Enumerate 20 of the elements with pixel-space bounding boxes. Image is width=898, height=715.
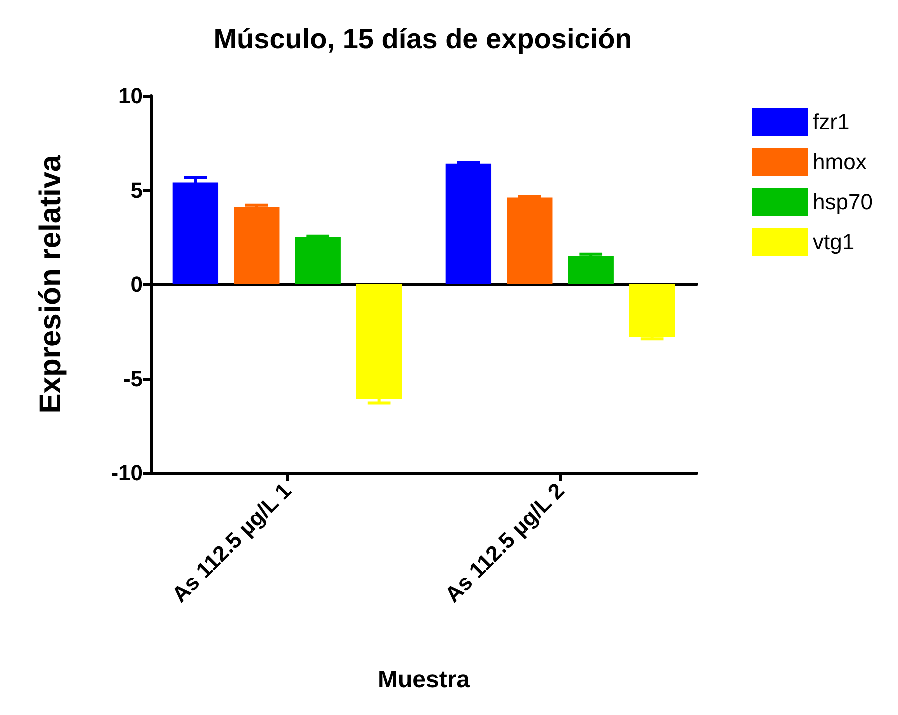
y-tick-label: 0 — [130, 272, 143, 297]
y-tick-label: 10 — [118, 84, 143, 108]
bar — [507, 198, 553, 284]
legend-label: vtg1 — [813, 230, 855, 254]
legend-label: hsp70 — [813, 190, 874, 214]
bar — [446, 164, 492, 284]
y-tick-label: 5 — [130, 178, 143, 203]
bar — [295, 237, 341, 284]
bar — [356, 284, 402, 400]
bar — [568, 256, 614, 284]
x-axis-title: Muestra — [378, 666, 471, 694]
y-tick-label: -5 — [123, 366, 143, 392]
chart-title: Músculo, 15 días de exposición — [214, 24, 632, 54]
legend-label: fzr1 — [813, 110, 850, 134]
bar — [172, 182, 219, 284]
bar — [629, 284, 676, 338]
bar — [234, 207, 280, 284]
legend-label: hmox — [813, 150, 867, 174]
y-axis-title: Expresión relativa — [34, 154, 68, 414]
y-tick-label: -10 — [111, 460, 143, 486]
